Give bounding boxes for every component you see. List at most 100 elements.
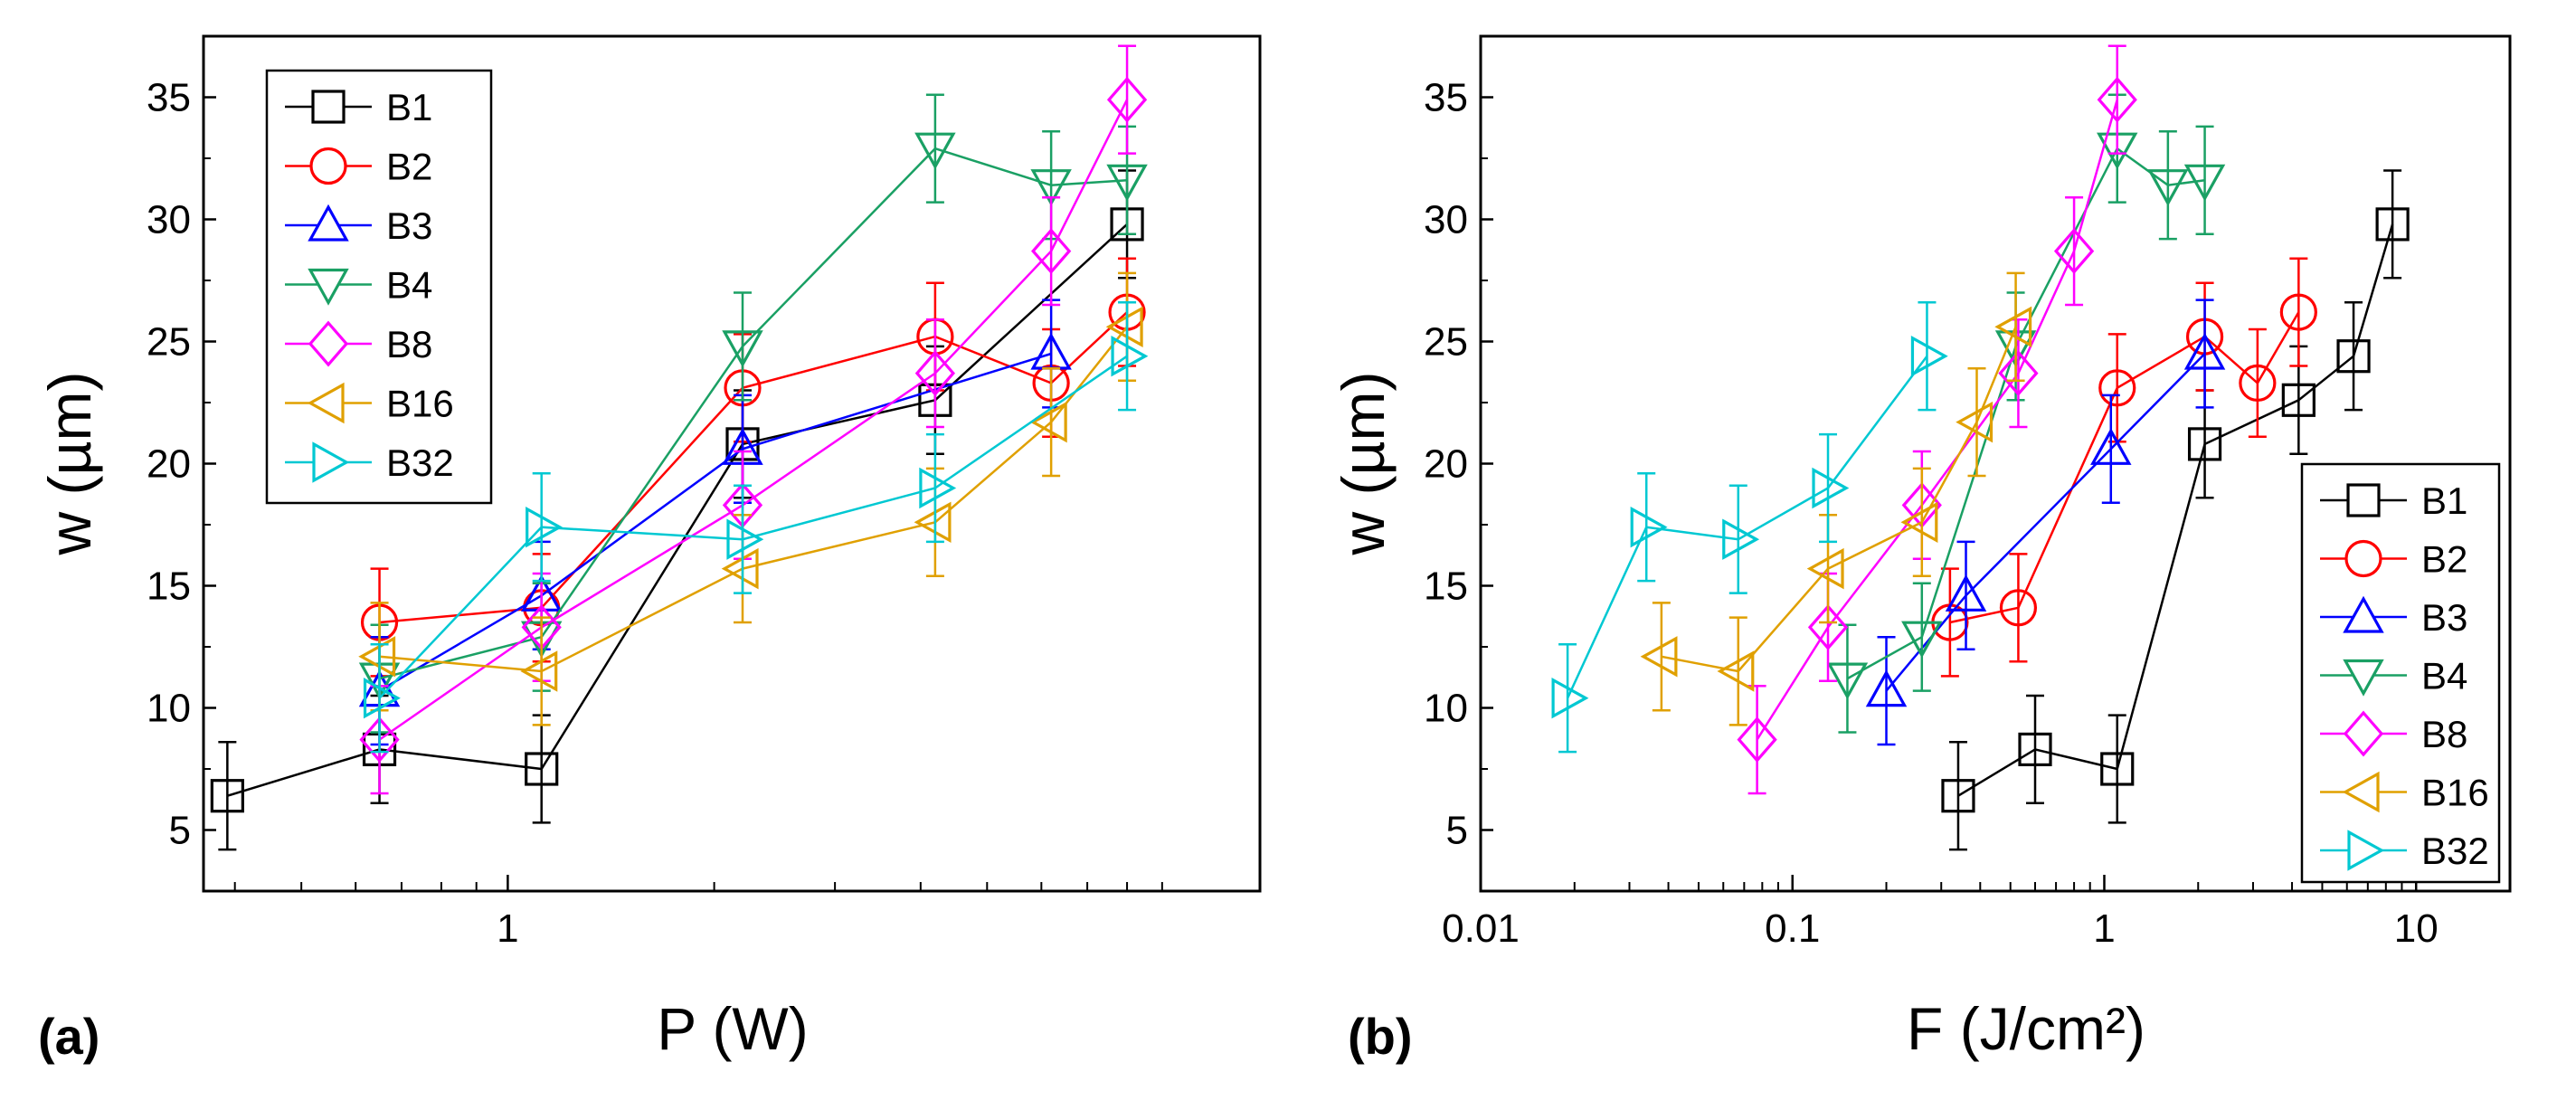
legend-box [265,69,493,505]
legend-marker [308,320,349,367]
series-B16 [358,271,1143,726]
data-point [1106,164,1148,202]
data-point [526,506,563,548]
legend-marker [2343,595,2384,633]
legend-label: B4 [386,264,432,307]
y-axis-title: w (µm) [36,372,103,556]
legend-marker [308,204,349,242]
data-point [525,752,559,786]
legend: B1 B2 B3 B4 B8 B16 B32 [265,69,493,505]
series-line [226,223,1128,797]
data-point [1105,306,1143,348]
legend-label: B32 [386,441,454,484]
data-point [2279,293,2317,331]
series-B32 [1551,301,1948,754]
series-B2 [1931,257,2317,678]
legend-marker [307,382,345,424]
data-point [2239,364,2277,402]
data-point [2147,169,2189,206]
legend-marker [2342,771,2380,813]
legend-marker [2344,539,2382,578]
data-point [2183,164,2226,202]
data-point [1111,335,1149,377]
y-tick-label: 20 [147,442,191,487]
series-B16 [1640,271,2032,726]
y-tick-label: 25 [147,320,191,365]
series-B4 [1826,93,2226,734]
series-line [1949,311,2300,624]
series-B1 [1941,169,2410,851]
x-tick-label: 0.1 [1765,906,1820,951]
data-point [914,132,956,170]
series-B32 [363,301,1149,754]
plot-frame [202,34,1262,893]
y-tick-label: 15 [1424,564,1468,609]
data-point [1029,401,1067,443]
legend-entry-B1: B1 [285,86,432,128]
data-point [721,547,759,590]
legend-marker [2346,483,2381,517]
data-point [1865,669,1908,707]
data-point [1106,76,1148,123]
data-point [919,467,957,509]
data-point [1994,306,2032,348]
y-tick-label: 30 [147,198,191,242]
data-point [358,636,396,678]
data-point [2187,427,2222,461]
series-line [1756,99,2118,741]
panel-label: (a) [38,1008,99,1065]
data-point [2281,383,2316,417]
data-point [914,501,952,544]
data-point [722,330,763,368]
data-point [2100,752,2135,786]
legend-entry-B32: B32 [285,441,454,484]
data-point [2098,369,2136,407]
legend-marker [2343,710,2384,757]
legend-marker [309,147,347,185]
legend-label: B3 [386,204,432,247]
data-point [520,650,558,692]
legend-marker [308,268,349,306]
legend-entry-B8: B8 [2320,710,2467,757]
legend: B1 B2 B3 B4 B8 B16 B32 [2300,462,2501,884]
data-point [2183,332,2226,370]
x-tick-label: 1 [497,906,518,951]
series-line [379,147,1128,680]
data-point [1941,779,1975,813]
data-point [359,716,400,764]
data-point [2336,339,2371,374]
legend-label: B3 [2421,596,2467,639]
legend-entry-B3: B3 [2320,595,2467,639]
data-point [1717,650,1755,692]
data-point [1945,574,1987,612]
legend-entry-B16: B16 [285,383,454,425]
data-point [2097,76,2137,123]
series-line [1566,355,1928,699]
data-point [2375,207,2410,242]
data-point [1722,518,1760,560]
data-point [2053,228,2095,275]
series-line [1885,353,2206,692]
data-point [210,779,244,813]
data-point [1031,228,1072,275]
data-point [1630,506,1668,548]
data-point [1901,621,1943,659]
data-point [1806,547,1844,590]
data-point [1826,662,1869,700]
data-point [1737,716,1777,764]
legend-marker [312,441,350,483]
data-point [1807,603,1849,650]
series-line [378,352,1052,692]
legend-label: B8 [2421,713,2467,755]
data-point [1812,467,1850,509]
x-tick-label: 10 [2394,906,2439,951]
x-tick-label: 0.01 [1442,906,1520,951]
legend-entry-B2: B2 [2320,538,2467,581]
x-axis-title: F (J/cm²) [1907,995,2145,1062]
chart-panel-b: 5 10 15 20 25 30 35 0.01 0.1 1 10 B1 B2 B3 B4 B8 B16 B32 w… [1330,34,2512,1065]
y-tick-label: 35 [147,76,191,120]
legend-label: B2 [2421,538,2467,581]
legend-label: B16 [386,383,454,425]
